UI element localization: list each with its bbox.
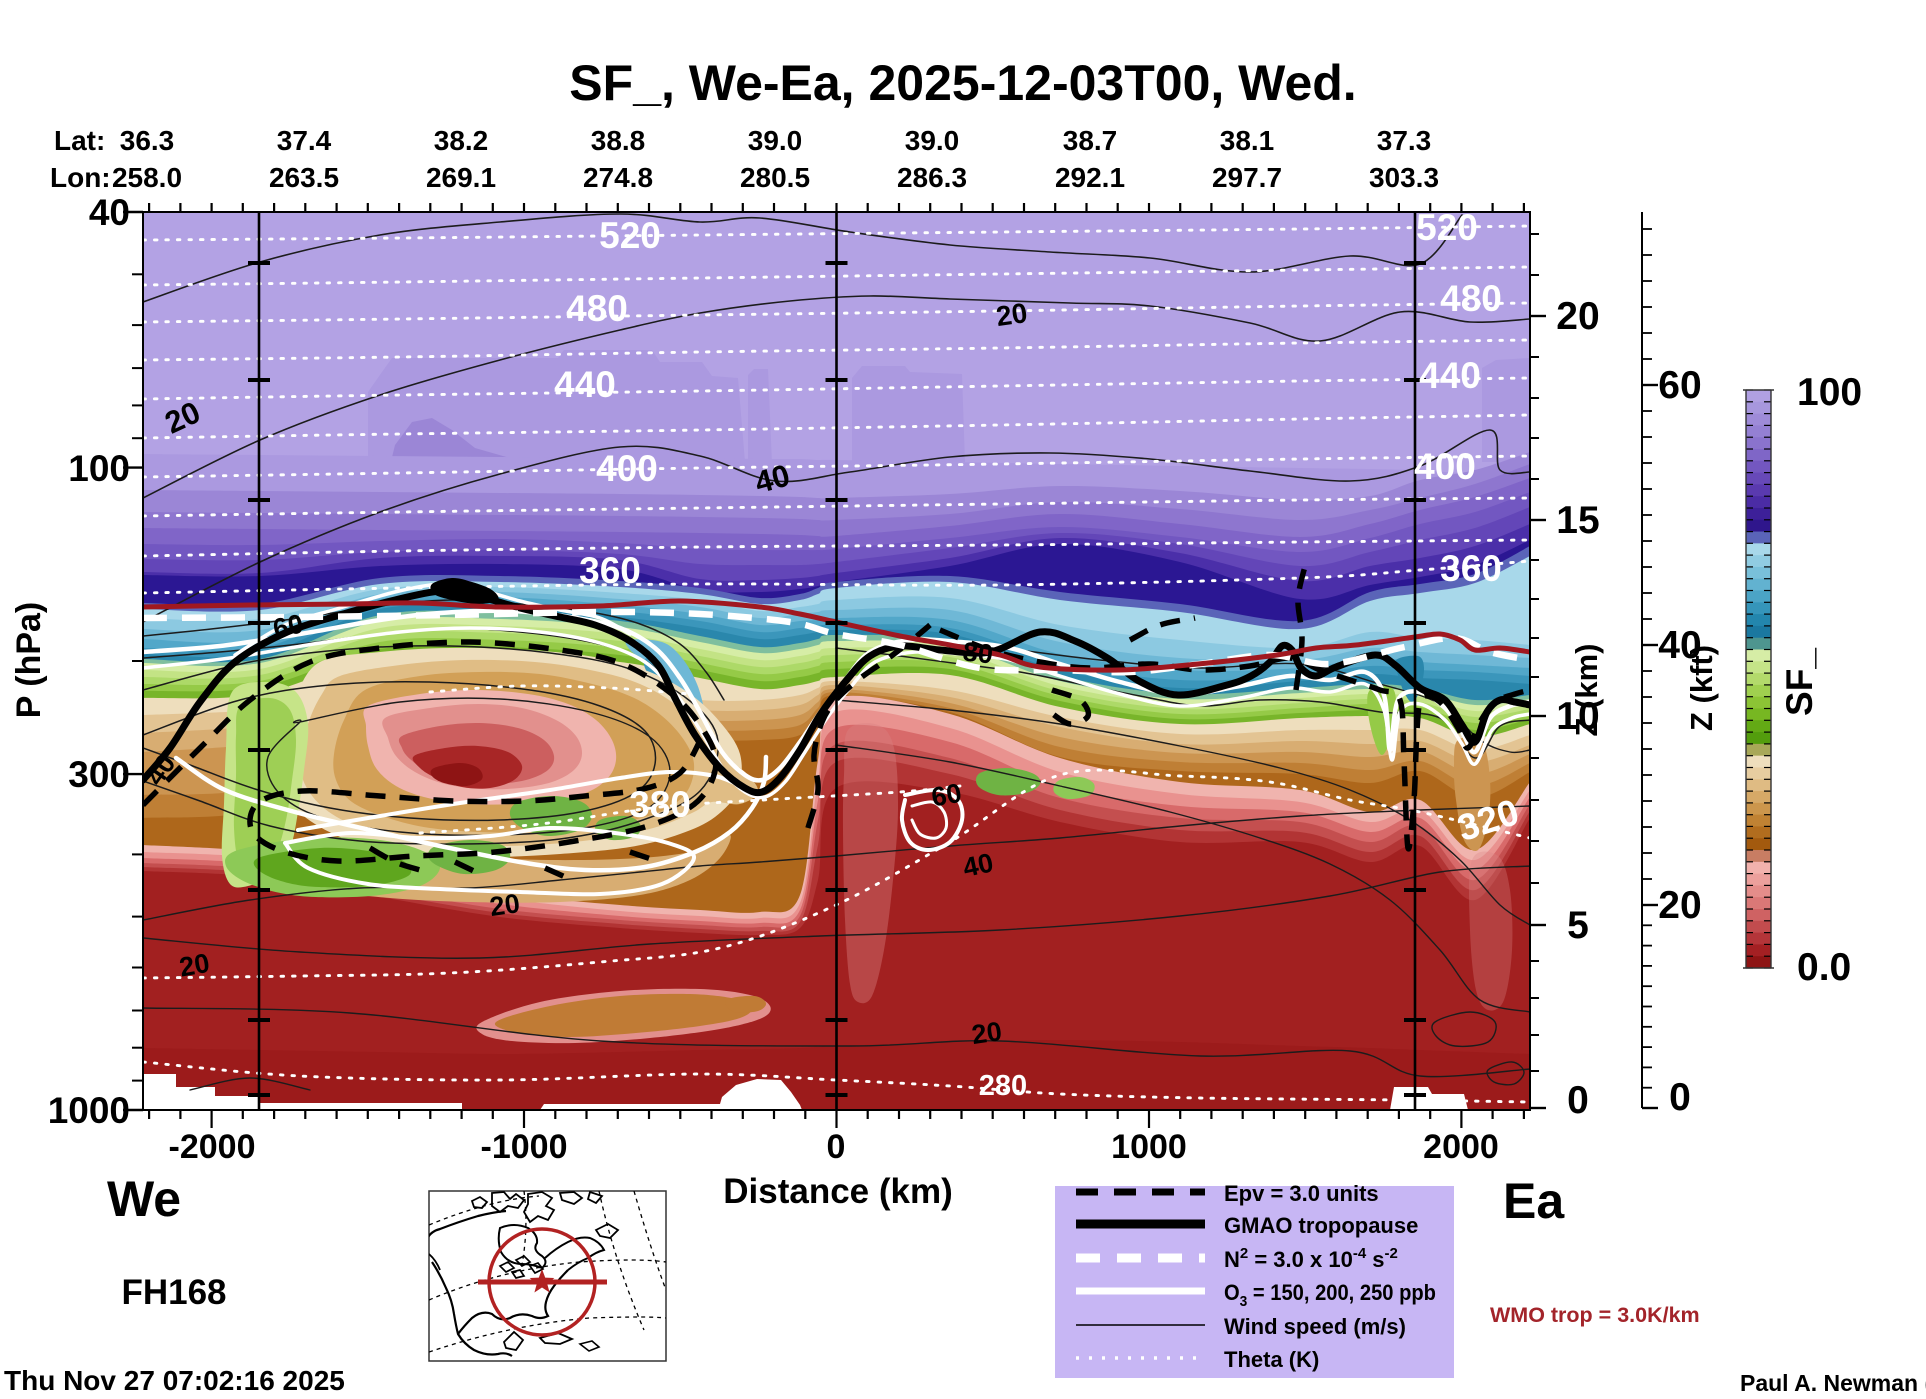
svg-text:Z (km): Z (km): [1569, 644, 1604, 737]
svg-text:1000: 1000: [1111, 1128, 1187, 1166]
svg-text:40: 40: [89, 192, 130, 233]
svg-text:38.1: 38.1: [1220, 125, 1275, 156]
svg-text:60: 60: [929, 778, 964, 813]
svg-text:258.0: 258.0: [112, 162, 182, 193]
svg-text:520: 520: [1416, 207, 1478, 248]
svg-text:0: 0: [1567, 1079, 1589, 1122]
svg-text:-2000: -2000: [169, 1128, 256, 1166]
svg-text:20: 20: [177, 948, 212, 983]
svg-text:10: 10: [1556, 695, 1599, 738]
svg-text:280.5: 280.5: [740, 162, 810, 193]
svg-text:480: 480: [566, 288, 628, 329]
svg-text:380: 380: [629, 784, 691, 825]
svg-text:36.3: 36.3: [120, 125, 175, 156]
svg-text:Distance (km): Distance (km): [723, 1172, 953, 1211]
svg-text:Lat:: Lat:: [54, 125, 105, 156]
svg-text:80: 80: [961, 637, 994, 670]
svg-text:297.7: 297.7: [1212, 162, 1282, 193]
svg-text:0: 0: [1669, 1076, 1691, 1119]
svg-text:480: 480: [1440, 278, 1502, 319]
svg-text:Theta (K): Theta (K): [1224, 1347, 1319, 1372]
svg-text:60: 60: [1658, 364, 1701, 407]
svg-text:20: 20: [994, 297, 1029, 332]
svg-text:37.4: 37.4: [277, 125, 332, 156]
svg-text:0: 0: [827, 1128, 846, 1166]
svg-text:1000: 1000: [48, 1090, 130, 1131]
svg-text:-1000: -1000: [481, 1128, 568, 1166]
svg-text:WMO trop = 3.0K/km: WMO trop = 3.0K/km: [1490, 1303, 1700, 1327]
svg-text:286.3: 286.3: [897, 162, 967, 193]
svg-text:Paul A. Newman (NASA: Paul A. Newman (NASA: [1740, 1370, 1926, 1394]
svg-text:360: 360: [1440, 548, 1502, 589]
svg-text:38.8: 38.8: [591, 125, 646, 156]
svg-text:20: 20: [970, 1016, 1004, 1050]
svg-text:38.7: 38.7: [1063, 125, 1118, 156]
svg-text:520: 520: [599, 215, 661, 256]
svg-text:40: 40: [1658, 624, 1701, 667]
svg-text:40: 40: [960, 847, 996, 883]
svg-text:Lon:: Lon:: [50, 162, 111, 193]
svg-text:0.0: 0.0: [1797, 946, 1851, 989]
svg-text:440: 440: [554, 364, 616, 405]
svg-text:303.3: 303.3: [1369, 162, 1439, 193]
svg-text:GMAO tropopause: GMAO tropopause: [1224, 1213, 1418, 1238]
svg-text:20: 20: [1556, 295, 1599, 338]
svg-text:P (hPa): P (hPa): [10, 602, 48, 719]
svg-text:20: 20: [1658, 884, 1701, 927]
svg-text:15: 15: [1556, 499, 1599, 542]
svg-text:400: 400: [596, 448, 658, 489]
svg-text:292.1: 292.1: [1055, 162, 1125, 193]
svg-text:Epv = 3.0 units: Epv = 3.0 units: [1224, 1181, 1379, 1206]
svg-text:Z (kft): Z (kft): [1684, 645, 1719, 731]
svg-text:39.0: 39.0: [905, 125, 960, 156]
svg-text:400: 400: [1414, 446, 1476, 487]
svg-text:440: 440: [1419, 355, 1481, 396]
svg-text:N2 = 3.0 x 10-4 s-2: N2 = 3.0 x 10-4 s-2: [1224, 1245, 1398, 1272]
svg-text:SF_, We-Ea, 2025-12-03T00, Wed: SF_, We-Ea, 2025-12-03T00, Wed.: [569, 55, 1356, 111]
svg-text:274.8: 274.8: [583, 162, 653, 193]
svg-text:263.5: 263.5: [269, 162, 339, 193]
svg-text:SF_: SF_: [1779, 648, 1820, 716]
svg-text:We: We: [107, 1171, 181, 1227]
svg-text:280: 280: [979, 1070, 1027, 1102]
svg-text:Thu Nov 27 07:02:16 2025: Thu Nov 27 07:02:16 2025: [4, 1365, 345, 1394]
svg-text:360: 360: [579, 550, 641, 591]
svg-text:Ea: Ea: [1503, 1173, 1565, 1229]
svg-text:100: 100: [68, 448, 130, 489]
svg-text:300: 300: [68, 754, 130, 795]
svg-text:39.0: 39.0: [748, 125, 803, 156]
svg-text:38.2: 38.2: [434, 125, 489, 156]
svg-text:5: 5: [1567, 904, 1589, 947]
svg-text:269.1: 269.1: [426, 162, 496, 193]
svg-text:FH168: FH168: [121, 1273, 226, 1312]
svg-text:60: 60: [270, 608, 306, 644]
svg-text:Wind speed (m/s): Wind speed (m/s): [1224, 1314, 1406, 1339]
svg-text:2000: 2000: [1423, 1128, 1499, 1166]
svg-text:20: 20: [488, 888, 522, 922]
svg-text:37.3: 37.3: [1377, 125, 1432, 156]
svg-text:100: 100: [1797, 371, 1862, 414]
